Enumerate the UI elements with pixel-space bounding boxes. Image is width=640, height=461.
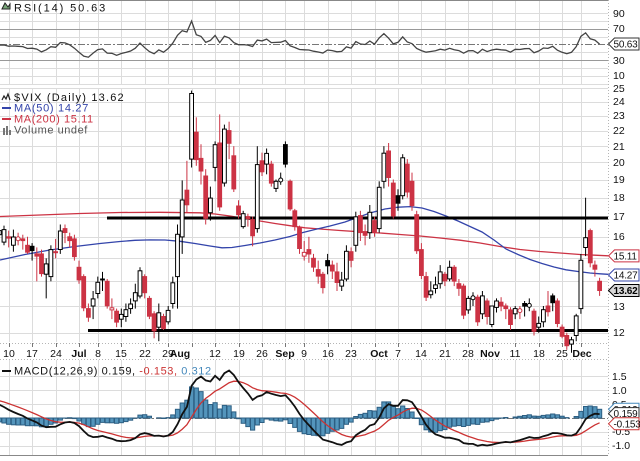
svg-text:90: 90 <box>613 8 625 20</box>
svg-text:9: 9 <box>301 348 307 360</box>
svg-text:20: 20 <box>613 157 625 169</box>
svg-text:12: 12 <box>613 327 625 339</box>
svg-text:25: 25 <box>613 83 625 95</box>
svg-text:16: 16 <box>613 231 625 243</box>
svg-text:Jul: Jul <box>71 348 86 360</box>
svg-text:Sep: Sep <box>275 348 294 360</box>
svg-text:24: 24 <box>50 348 62 360</box>
svg-text:19: 19 <box>233 348 245 360</box>
svg-text:19: 19 <box>613 174 625 186</box>
svg-text:14.27: 14.27 <box>614 271 639 282</box>
svg-text:26: 26 <box>256 348 268 360</box>
svg-text:1.5: 1.5 <box>612 371 627 383</box>
svg-text:7: 7 <box>395 348 401 360</box>
svg-text:23: 23 <box>345 348 357 360</box>
svg-text:Aug: Aug <box>170 348 190 360</box>
svg-text:50.63: 50.63 <box>614 40 639 51</box>
svg-text:18: 18 <box>613 192 625 204</box>
svg-text:Dec: Dec <box>572 348 591 360</box>
svg-text:28: 28 <box>462 348 474 360</box>
svg-text:-1.0: -1.0 <box>612 440 630 452</box>
svg-text:24: 24 <box>613 96 625 108</box>
svg-text:Oct: Oct <box>370 348 388 360</box>
svg-text:-0.153: -0.153 <box>614 419 640 430</box>
svg-text:13.62: 13.62 <box>614 286 639 297</box>
svg-text:30: 30 <box>613 55 625 67</box>
svg-text:12: 12 <box>209 348 221 360</box>
svg-text:22: 22 <box>139 348 151 360</box>
svg-text:70: 70 <box>613 23 625 35</box>
svg-text:21: 21 <box>613 141 625 153</box>
svg-text:16: 16 <box>322 348 334 360</box>
svg-text:14: 14 <box>415 348 427 360</box>
svg-text:17: 17 <box>26 348 38 360</box>
svg-text:21: 21 <box>439 348 451 360</box>
svg-text:Volume undef: Volume undef <box>14 125 88 137</box>
svg-text:10: 10 <box>3 348 15 360</box>
svg-text:10: 10 <box>613 70 625 82</box>
svg-text:15: 15 <box>115 348 127 360</box>
svg-text:13: 13 <box>613 301 625 313</box>
svg-text:17: 17 <box>613 211 625 223</box>
svg-text:RSI(14) 50.63: RSI(14) 50.63 <box>14 3 107 15</box>
svg-text:15.11: 15.11 <box>614 251 638 262</box>
svg-text:Nov: Nov <box>480 348 500 360</box>
svg-text:11: 11 <box>510 348 521 360</box>
svg-text:23: 23 <box>613 110 625 122</box>
svg-text:1.0: 1.0 <box>612 385 627 397</box>
svg-text:22: 22 <box>613 125 625 137</box>
svg-text:25: 25 <box>556 348 568 360</box>
svg-text:18: 18 <box>533 348 545 360</box>
svg-text:8: 8 <box>95 348 101 360</box>
svg-text:MACD(12,26,9) 0.159, -0.153, 0: MACD(12,26,9) 0.159, -0.153, 0.312 <box>14 366 212 378</box>
